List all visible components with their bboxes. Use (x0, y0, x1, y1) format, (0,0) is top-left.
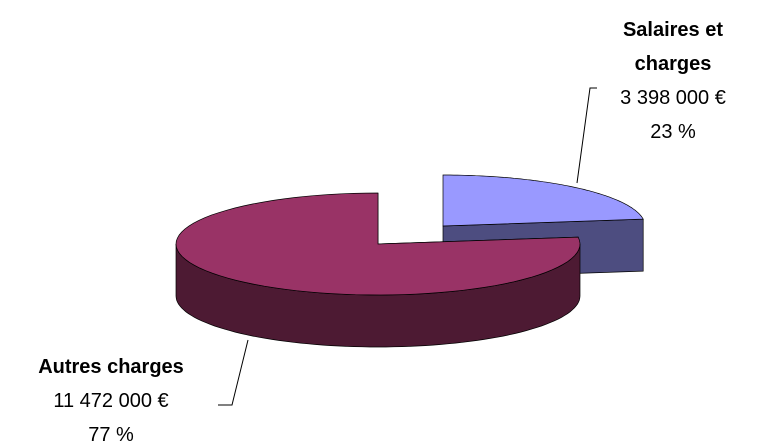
slice-percent-label: 23 % (650, 121, 696, 143)
slice-name: Autres charges (38, 356, 184, 378)
label-block: Autres charges 11 472 000 € 77 % (0, 350, 222, 445)
slice (442, 174, 644, 227)
slice (175, 192, 581, 296)
slice-name: Salaires et charges (622, 19, 724, 75)
slice-value-label: 11 472 000 € (53, 390, 169, 412)
slice-value-label: 3 398 000 € (620, 87, 726, 109)
leader-line (576, 87, 597, 184)
slice-percent-label: 77 % (88, 424, 134, 445)
label-block: Salaires et charges 3 398 000 € 23 % (600, 13, 746, 149)
leader-line (218, 339, 249, 406)
